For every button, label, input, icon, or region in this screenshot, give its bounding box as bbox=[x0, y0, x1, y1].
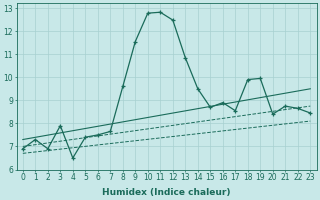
X-axis label: Humidex (Indice chaleur): Humidex (Indice chaleur) bbox=[102, 188, 231, 197]
